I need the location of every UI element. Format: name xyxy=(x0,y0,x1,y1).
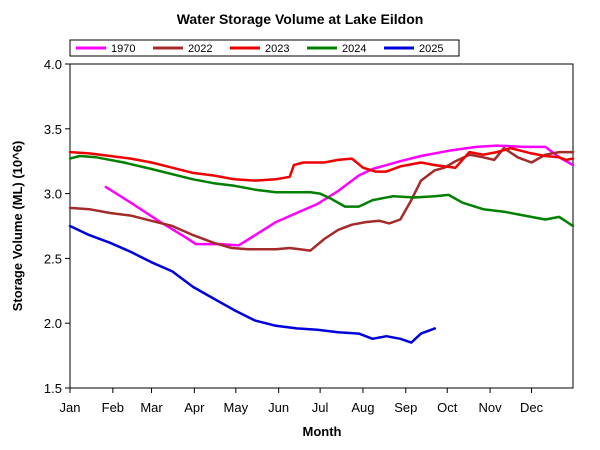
x-axis: Jan Feb Mar Apr May Jun Jul Aug Sep Oct Nov Dec xyxy=(60,388,544,415)
y-tick-label: 1.5 xyxy=(44,381,62,396)
x-tick-label-feb: Feb xyxy=(102,400,124,415)
series-line-2024 xyxy=(68,154,575,228)
x-axis-label: Month xyxy=(303,424,342,439)
x-tick-label-jun: Jun xyxy=(268,400,289,415)
plot-area xyxy=(69,63,574,389)
series-line-2025 xyxy=(68,224,437,344)
x-tick-label-sep: Sep xyxy=(394,400,417,415)
legend-label-1970: 1970 xyxy=(111,43,135,55)
y-tick-label: 2.0 xyxy=(44,316,62,331)
legend-box xyxy=(69,39,460,57)
y-tick-label: 3.5 xyxy=(44,122,62,137)
y-tick-label: 3.0 xyxy=(44,187,62,202)
legend-label-2023: 2023 xyxy=(265,43,289,55)
legend-label-2022: 2022 xyxy=(188,43,212,55)
legend-label-2025: 2025 xyxy=(419,43,443,55)
chart-title: Water Storage Volume at Lake Eildon xyxy=(177,11,424,27)
x-tick-label-mar: Mar xyxy=(140,400,163,415)
y-tick-label: 4.0 xyxy=(44,57,62,72)
y-tick-label: 2.5 xyxy=(44,251,62,266)
y-axis-label: Storage Volume (ML) (10^6) xyxy=(10,141,25,312)
legend: 1970 2022 2023 2024 2025 xyxy=(69,39,460,57)
series-line-2022 xyxy=(68,146,575,252)
x-tick-label-oct: Oct xyxy=(437,400,458,415)
x-tick-label-jan: Jan xyxy=(60,400,81,415)
series-line-2023 xyxy=(68,146,575,182)
x-tick-label-apr: Apr xyxy=(184,400,205,415)
x-tick-label-dec: Dec xyxy=(520,400,544,415)
x-tick-label-may: May xyxy=(224,400,249,415)
series-lines xyxy=(68,144,575,344)
y-axis: 1.5 2.0 2.5 3.0 3.5 4.0 xyxy=(44,57,70,396)
x-tick-label-jul: Jul xyxy=(312,400,329,415)
x-tick-label-aug: Aug xyxy=(351,400,374,415)
legend-label-2024: 2024 xyxy=(342,43,366,55)
series-line-1970 xyxy=(104,144,575,247)
x-tick-label-nov: Nov xyxy=(479,400,503,415)
